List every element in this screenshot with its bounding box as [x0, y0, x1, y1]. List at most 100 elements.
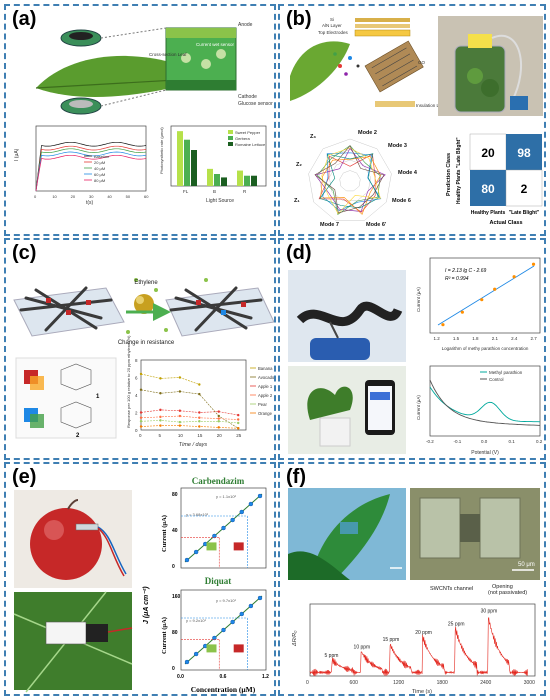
- e-point: [248, 603, 254, 609]
- c-legend-label: Apple 2: [258, 393, 273, 398]
- current-wet-label: Current wet sensor: [196, 42, 235, 47]
- radar-axis-label: Mode 7: [320, 222, 339, 228]
- radar-series: [321, 147, 381, 215]
- matrix-cell-4: [505, 169, 543, 207]
- radar-series: [320, 156, 381, 215]
- d-equation: I = 2.13 lg C - 2.69: [445, 268, 486, 274]
- e-point: [248, 501, 254, 507]
- panel-a-label: (a): [12, 8, 37, 30]
- a-left-xtick: 20: [71, 194, 76, 199]
- radar-axis-label: Z₂: [296, 162, 302, 168]
- e-ytick: 160: [172, 594, 181, 600]
- e-top-ylabel: Current (μA): [161, 515, 168, 552]
- a-legend-label: 60 μM: [94, 172, 105, 177]
- d-r2: R² = 0.994: [445, 276, 469, 282]
- a-right-category: FL: [183, 189, 189, 194]
- insulation-layer: [375, 101, 415, 107]
- a-curve-1: [35, 145, 147, 192]
- d-bottom-xtick: -0.2: [426, 439, 434, 444]
- a-right-legend-label: Gerbera: [235, 136, 250, 141]
- flexible-sensor: [75, 523, 99, 531]
- matrix-col-label-1: Healthy Plants: [471, 210, 506, 216]
- c-point: [217, 426, 220, 429]
- a-left-ylabel: I (μA): [14, 148, 20, 161]
- panel-e-graphics: J (μA cm⁻²) Carbendazim Current (μA) y =…: [13, 476, 269, 694]
- e-point: [212, 533, 217, 539]
- panel-f-label: (f): [286, 466, 306, 488]
- opening-line2: (not passivated): [488, 590, 527, 596]
- panel-e-label: (e): [12, 466, 37, 488]
- a-left-xtick: 10: [52, 194, 57, 199]
- aln-label: AlN Layer: [322, 23, 342, 28]
- d-point: [512, 275, 516, 279]
- a-bar: [191, 150, 197, 186]
- d-top-xlabel: Logarithm of methy parathion concentrati…: [442, 346, 529, 351]
- a-right-legend-label: Sweet Pepper: [235, 130, 261, 135]
- radar-grid: [339, 170, 361, 192]
- panel-c-label: (c): [12, 242, 37, 264]
- swcnt-label: SWCNTs channel: [430, 586, 473, 592]
- go-label: GO: [418, 60, 426, 65]
- a-right-legend-swatch: [228, 130, 233, 134]
- radar-axis-label: Mode 3: [388, 143, 407, 149]
- d-bottom-xtick: 0.2: [536, 439, 543, 444]
- e-inset-photo: [233, 542, 244, 551]
- cross-section-label: Cross-section Leaf: [149, 52, 187, 57]
- e-xtick: 0.6: [220, 674, 227, 680]
- radar-axis-label: Mode 4: [398, 170, 418, 176]
- c-ylabel: Response per 100 g relative to 20 ppm et…: [126, 335, 131, 428]
- f-xtick: 3000: [524, 680, 535, 686]
- a-bar: [237, 170, 243, 186]
- ethylene-molecule: [204, 278, 208, 282]
- radar-axis-label: Z₃: [310, 134, 316, 140]
- c-point: [217, 420, 220, 423]
- panel-b-graphics: Si AlN Layer Top Electrodes GO Insulatio…: [290, 16, 543, 228]
- apple-photo: [14, 490, 132, 588]
- diquat-chart: Diquat Current (μA) y = 9.2x10¹ y = 9.7x…: [161, 576, 269, 694]
- f-response-trace: [309, 617, 528, 677]
- a-bar: [184, 139, 190, 186]
- d-bottom-xtick: 0.0: [481, 439, 488, 444]
- radar-series: [314, 145, 385, 214]
- d-fit-line: [437, 265, 535, 326]
- e-point: [239, 509, 244, 515]
- a-bar: [214, 174, 220, 186]
- d-top-xtick: 1.2: [433, 336, 440, 341]
- a-left-xtick: 30: [89, 194, 94, 199]
- e-xtick: 1.2: [262, 674, 269, 680]
- carbendazim-title: Carbendazim: [192, 476, 245, 486]
- c-point: [198, 383, 201, 386]
- e-inset-photo: [233, 644, 244, 653]
- a-curve-4: [35, 154, 147, 192]
- c-xtick: 20: [217, 433, 223, 438]
- a-bar: [251, 175, 257, 186]
- e-top-eq2: y = 3.68x10¹: [186, 512, 209, 517]
- c-series-line: [140, 425, 239, 429]
- c-ytick: 2: [135, 411, 138, 416]
- a-left-xtick: 50: [126, 194, 131, 199]
- confusion-matrix: 20 98 80 2 Prediction Class "Late Blight…: [446, 133, 543, 226]
- e-point: [221, 525, 226, 531]
- insulation-label: Insulation Layer: [416, 103, 448, 108]
- c-legend-label: Pear: [258, 402, 267, 407]
- d-top-xtick: 2.7: [531, 336, 538, 341]
- radar-series: [319, 153, 380, 209]
- matrix-col-label-2: "Late Blight": [509, 210, 540, 216]
- c-ytick: 0: [135, 428, 138, 433]
- e-xtick: 0.0: [177, 674, 184, 680]
- aln-layer: [355, 24, 410, 28]
- d-top-xtick: 1.5: [453, 336, 460, 341]
- panel-b-label: (b): [286, 8, 312, 30]
- carbendazim-chart: Carbendazim Current (μA) y = 3.68x10¹ y …: [161, 476, 267, 570]
- panel-f-response-chart: ΔR/R₀ Time (s) 5 ppm 10 ppm 15 ppm 20 ppm 25…: [292, 603, 536, 694]
- scale-bar-label: 50 μm: [518, 562, 535, 568]
- a-left-xtick: 40: [107, 194, 112, 199]
- compound-2-label: 2: [76, 433, 80, 439]
- d-top-xtick: 1.8: [472, 336, 479, 341]
- panel-a-bar-chart: Photosynthetic rate (μmol) Light Source …: [159, 125, 267, 204]
- e-bottom-ylabel: Current (μA): [161, 617, 168, 654]
- si-label: Si: [330, 17, 334, 22]
- matrix-cell-2: [506, 134, 542, 170]
- f-xtick: 0: [306, 680, 309, 686]
